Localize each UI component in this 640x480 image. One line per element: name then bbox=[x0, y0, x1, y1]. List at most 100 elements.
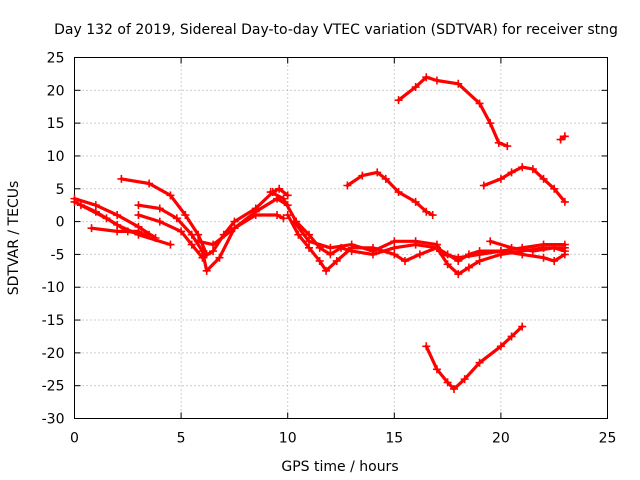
data-point bbox=[460, 375, 469, 384]
data-point bbox=[539, 253, 548, 262]
data-point bbox=[479, 181, 488, 190]
series-track-4 bbox=[87, 224, 143, 236]
series-track-2 bbox=[70, 197, 175, 249]
data-point bbox=[475, 250, 484, 259]
data-point bbox=[439, 250, 448, 259]
data-point bbox=[518, 322, 527, 331]
data-point bbox=[507, 332, 516, 341]
data-point bbox=[358, 171, 367, 180]
data-point bbox=[443, 378, 452, 387]
x-tick-label: 5 bbox=[177, 431, 186, 447]
series-track-16 bbox=[479, 163, 569, 206]
data-point bbox=[76, 201, 85, 210]
series-line bbox=[482, 165, 567, 204]
data-point bbox=[332, 256, 341, 265]
data-point bbox=[475, 358, 484, 367]
y-tick-labels: -30 -25 -20 -15 -10 -5 0 5 10 15 20 25 bbox=[42, 51, 65, 428]
data-point bbox=[550, 243, 559, 252]
data-point bbox=[560, 132, 569, 141]
data-point bbox=[454, 79, 463, 88]
data-point bbox=[166, 240, 175, 249]
data-point bbox=[503, 142, 512, 151]
data-point bbox=[454, 253, 463, 262]
data-point bbox=[432, 240, 441, 249]
data-point bbox=[343, 181, 352, 190]
series-track-12 bbox=[486, 237, 569, 256]
data-point bbox=[518, 163, 527, 172]
series-track-10 bbox=[283, 211, 569, 279]
data-point bbox=[539, 174, 548, 183]
series-track-7 bbox=[134, 184, 292, 262]
data-point bbox=[273, 211, 282, 220]
data-point bbox=[494, 138, 503, 147]
data-point bbox=[475, 99, 484, 108]
data-point bbox=[198, 253, 207, 262]
data-point bbox=[315, 256, 324, 265]
data-point bbox=[279, 194, 288, 203]
data-point bbox=[322, 266, 331, 275]
data-point bbox=[155, 204, 164, 213]
data-point bbox=[275, 184, 284, 193]
series-track-17 bbox=[422, 322, 527, 393]
x-tick-label: 10 bbox=[279, 431, 297, 447]
y-tick-label: -15 bbox=[42, 313, 65, 329]
data-point bbox=[422, 73, 431, 82]
data-point bbox=[486, 119, 495, 128]
data-point bbox=[486, 237, 495, 246]
data-point bbox=[496, 174, 505, 183]
data-point bbox=[187, 240, 196, 249]
y-tick-label: -30 bbox=[42, 412, 65, 428]
x-tick-label: 15 bbox=[385, 431, 403, 447]
x-axis-label: GPS time / hours bbox=[281, 459, 398, 475]
data-point bbox=[202, 266, 211, 275]
series-track-8 bbox=[194, 194, 292, 249]
data-point bbox=[209, 240, 218, 249]
data-point bbox=[145, 230, 154, 239]
data-point bbox=[113, 227, 122, 236]
data-series bbox=[70, 73, 569, 393]
x-tick-label: 0 bbox=[70, 431, 79, 447]
series-track-6 bbox=[134, 201, 288, 275]
x-tick-labels: 0 5 10 15 20 25 bbox=[70, 431, 616, 447]
series-track-14 bbox=[394, 73, 512, 151]
data-point bbox=[518, 250, 527, 259]
data-point bbox=[550, 184, 559, 193]
data-point bbox=[496, 247, 505, 256]
data-point bbox=[528, 247, 537, 256]
data-point bbox=[113, 211, 122, 220]
x-tick-label: 20 bbox=[492, 431, 510, 447]
data-point bbox=[432, 76, 441, 85]
data-point bbox=[134, 211, 143, 220]
data-point bbox=[560, 197, 569, 206]
data-point bbox=[394, 188, 403, 197]
data-point bbox=[347, 240, 356, 249]
data-point bbox=[390, 250, 399, 259]
data-point bbox=[415, 250, 424, 259]
data-point bbox=[251, 207, 260, 216]
data-point bbox=[283, 211, 292, 220]
y-tick-label: -10 bbox=[42, 280, 65, 296]
data-point bbox=[411, 83, 420, 92]
axis-ticks bbox=[74, 57, 608, 419]
x-tick-label: 25 bbox=[599, 431, 617, 447]
data-point bbox=[305, 237, 314, 246]
data-point bbox=[155, 217, 164, 226]
y-tick-label: 15 bbox=[47, 116, 65, 132]
data-point bbox=[381, 174, 390, 183]
series-line bbox=[345, 170, 435, 217]
data-point bbox=[177, 227, 186, 236]
series-line bbox=[196, 197, 290, 247]
data-point bbox=[373, 168, 382, 177]
data-point bbox=[215, 253, 224, 262]
data-point bbox=[117, 174, 126, 183]
data-point bbox=[172, 214, 181, 223]
grid bbox=[74, 57, 608, 419]
data-point bbox=[266, 188, 275, 197]
data-point bbox=[411, 197, 420, 206]
data-point bbox=[166, 191, 175, 200]
data-point bbox=[390, 237, 399, 246]
data-point bbox=[368, 247, 377, 256]
y-tick-label: 0 bbox=[56, 215, 65, 231]
data-point bbox=[507, 243, 516, 252]
data-point bbox=[449, 384, 458, 393]
